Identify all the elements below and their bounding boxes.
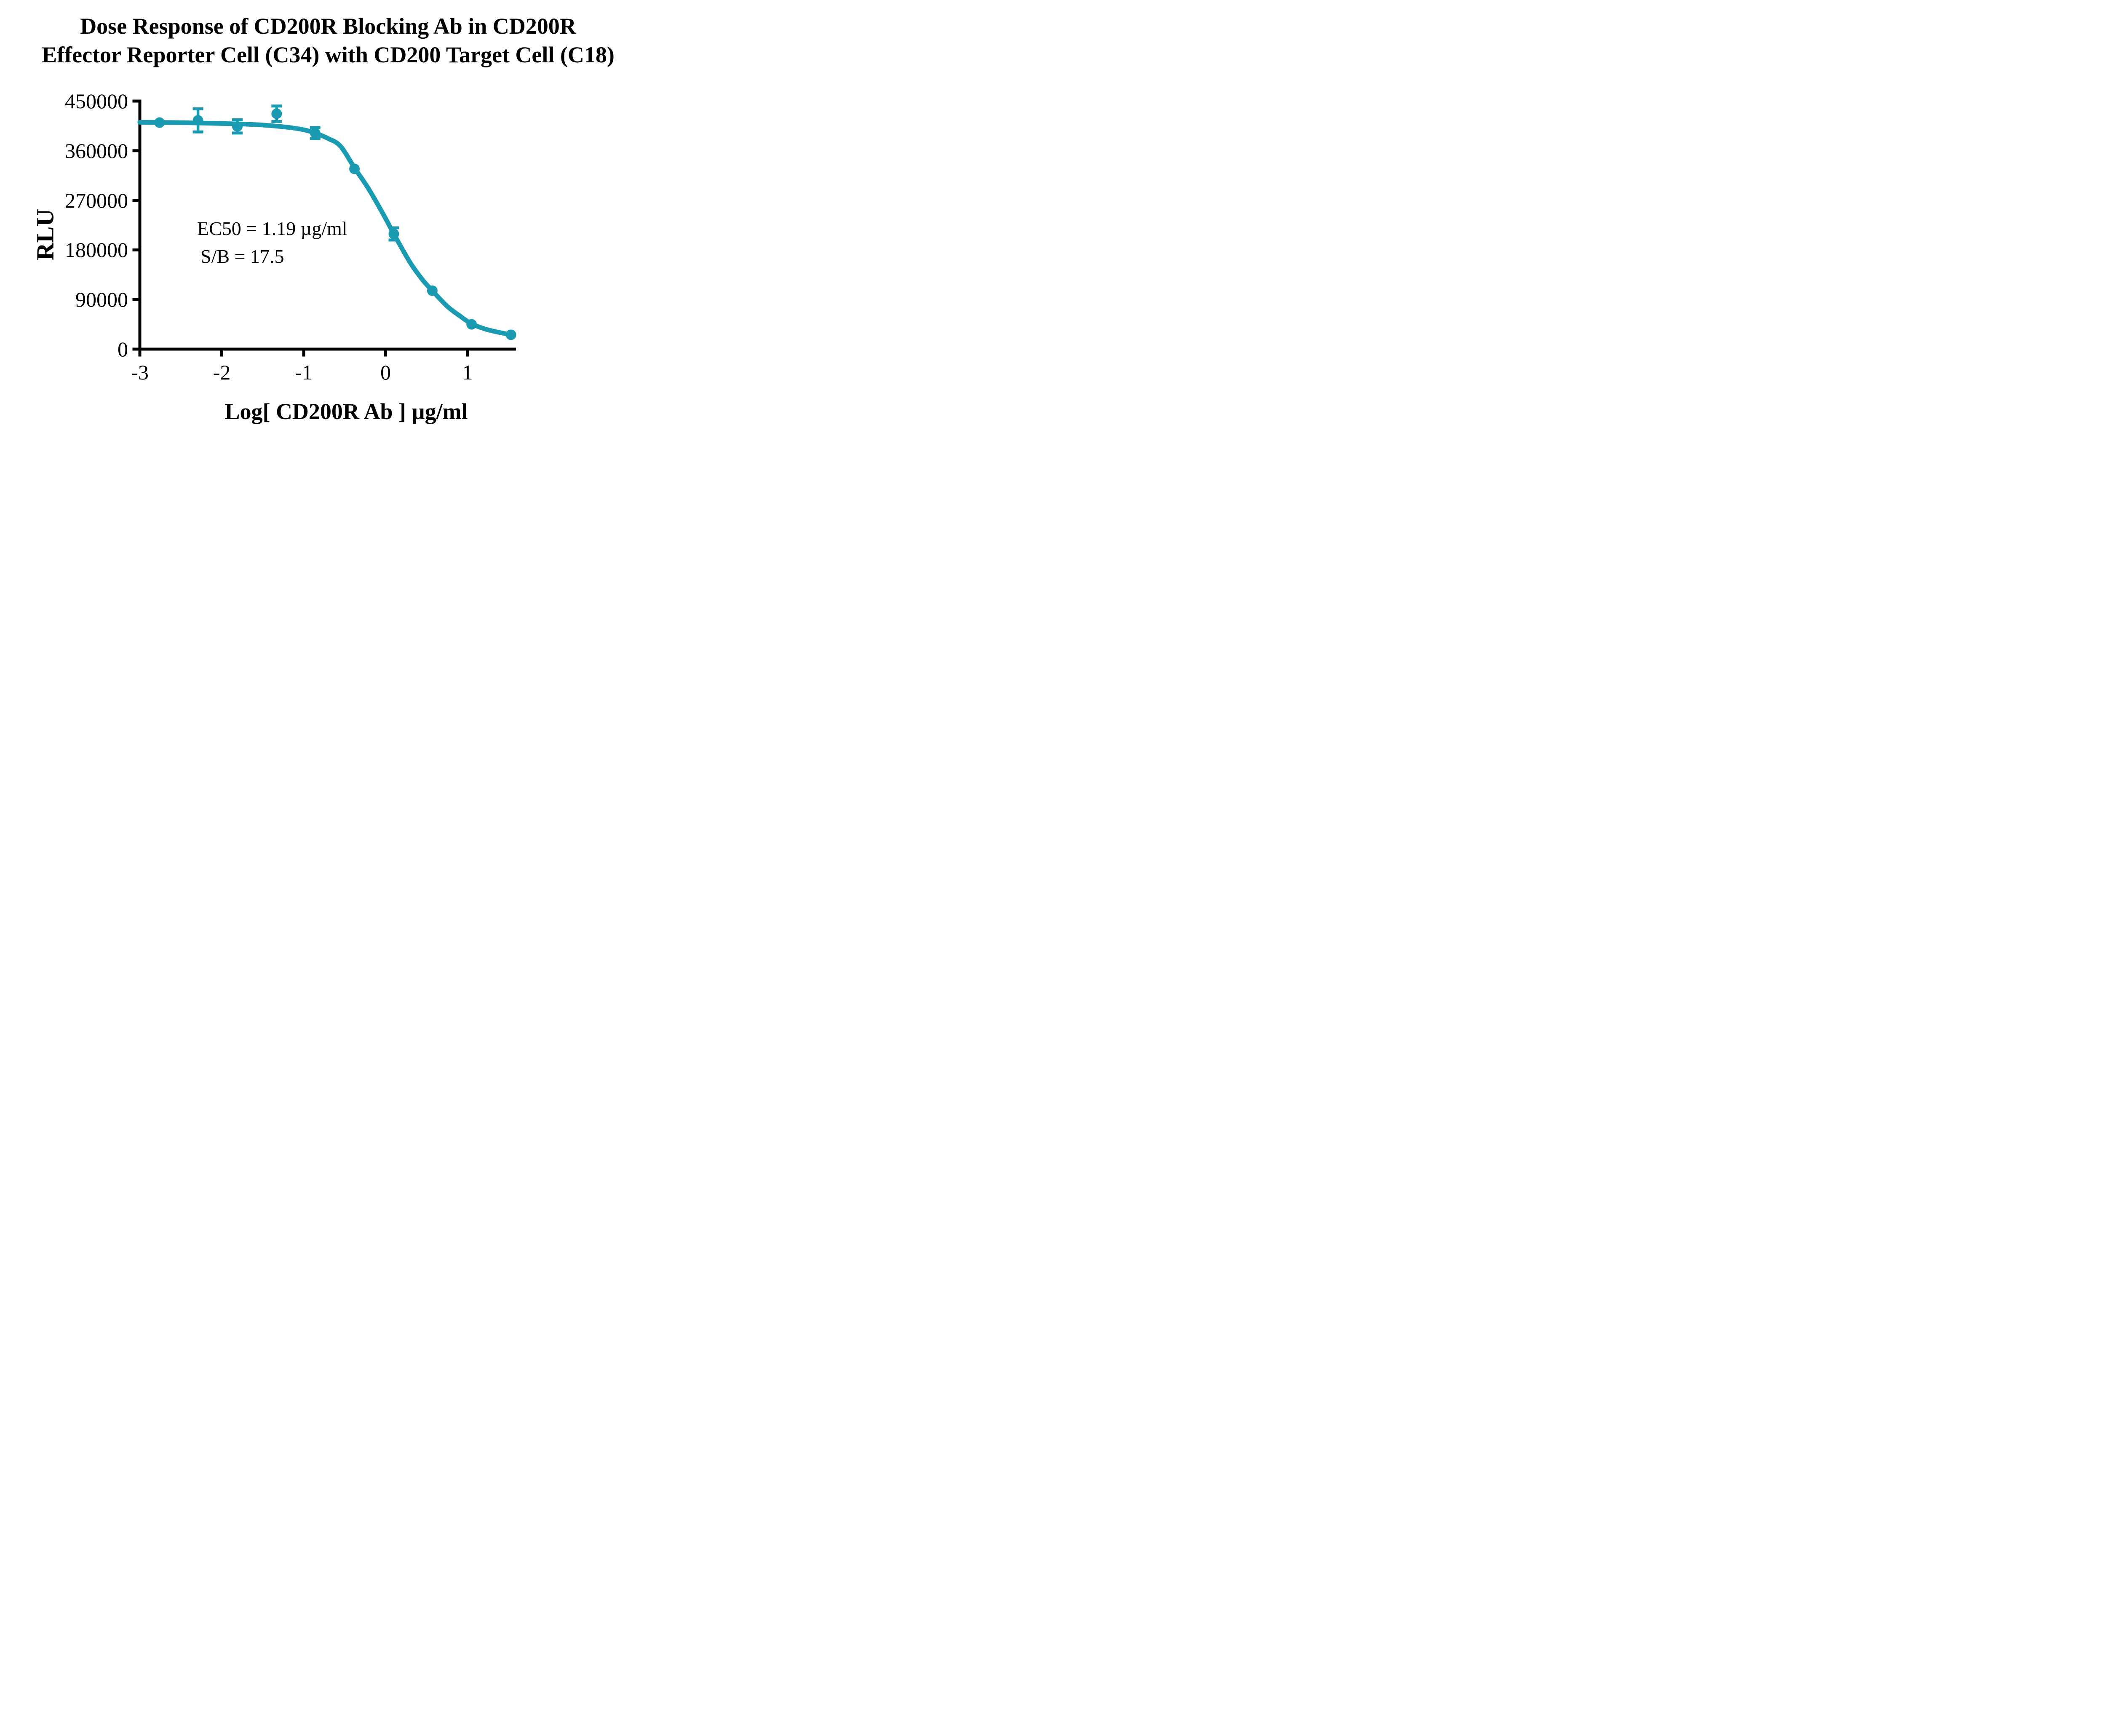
y-tick-label: 0	[118, 337, 128, 361]
y-tick-label: 450000	[65, 89, 128, 113]
y-tick-mark	[132, 298, 139, 301]
x-axis-title: Log[ CD200R Ab ] µg/ml	[224, 399, 468, 424]
x-tick-mark	[138, 350, 142, 357]
x-tick-mark	[302, 350, 305, 357]
x-tick-label: -2	[213, 361, 231, 384]
y-tick-label: 180000	[65, 238, 128, 262]
x-tick-label: -1	[295, 361, 313, 384]
y-tick-mark	[132, 149, 139, 152]
chart-title-line2: Effector Reporter Cell (C34) with CD200 …	[42, 42, 615, 67]
x-tick-mark	[466, 350, 469, 357]
x-tick-mark	[220, 350, 223, 357]
y-tick-mark	[132, 99, 139, 103]
dose-response-fit-curve	[137, 120, 513, 337]
data-point	[349, 163, 360, 174]
data-point	[427, 285, 438, 296]
y-tick-label: 270000	[65, 188, 128, 212]
chart-title: Dose Response of CD200R Blocking Ab in C…	[0, 12, 656, 69]
data-point	[505, 329, 516, 340]
y-tick-mark	[132, 248, 139, 251]
y-tick-label: 360000	[65, 139, 128, 163]
x-tick-label: 1	[462, 361, 473, 384]
x-tick-label: -3	[131, 361, 149, 384]
data-point	[388, 228, 399, 239]
x-axis-line	[138, 347, 516, 351]
y-tick-label: 90000	[75, 288, 128, 312]
x-tick-mark	[384, 350, 387, 357]
data-point	[310, 128, 321, 139]
ec50-annotation: EC50 = 1.19 µg/ml S/B = 17.5	[197, 215, 347, 270]
signal-background-text: S/B = 17.5	[200, 246, 284, 267]
data-point	[466, 319, 477, 330]
plot-area	[132, 99, 516, 357]
data-point	[271, 108, 282, 119]
x-tick-label: 0	[380, 361, 391, 384]
dose-response-figure: Dose Response of CD200R Blocking Ab in C…	[0, 0, 656, 434]
y-axis-line	[138, 99, 142, 351]
data-point	[232, 121, 243, 132]
ec50-text: EC50 = 1.19 µg/ml	[197, 218, 347, 239]
y-tick-mark	[132, 347, 139, 351]
data-point	[192, 115, 203, 126]
data-point	[154, 117, 165, 128]
y-tick-mark	[132, 199, 139, 202]
chart-title-line1: Dose Response of CD200R Blocking Ab in C…	[80, 13, 576, 39]
